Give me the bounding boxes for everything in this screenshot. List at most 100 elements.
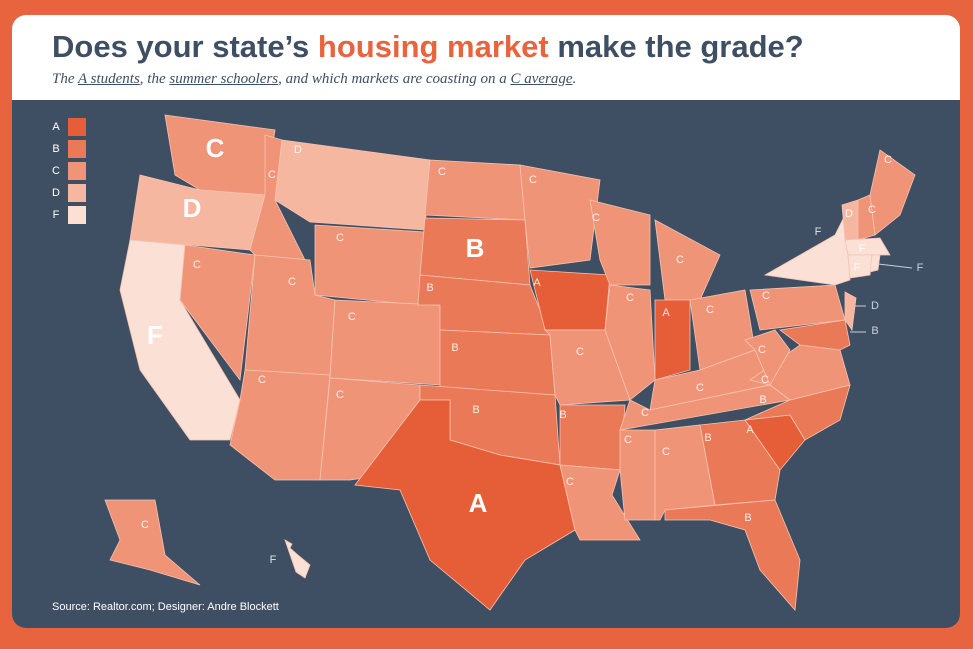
grade-label: B bbox=[871, 325, 878, 337]
grade-label: C bbox=[529, 174, 537, 186]
grade-label: C bbox=[592, 212, 600, 224]
grade-label: C bbox=[348, 311, 356, 323]
legend-swatch bbox=[68, 206, 86, 224]
grade-label: C bbox=[696, 382, 704, 394]
legend-swatch bbox=[68, 184, 86, 202]
state bbox=[439, 329, 556, 396]
grade-label: C bbox=[884, 154, 892, 166]
state bbox=[274, 139, 431, 231]
legend-swatch bbox=[68, 118, 86, 136]
grade-label: C bbox=[141, 519, 149, 531]
state bbox=[841, 199, 859, 241]
grade-label: C bbox=[288, 276, 296, 288]
state bbox=[654, 299, 691, 381]
grade-label: C bbox=[676, 254, 684, 266]
state bbox=[314, 224, 426, 306]
grade-label: C bbox=[758, 344, 766, 356]
title-highlight: housing market bbox=[317, 29, 549, 64]
grade-label: F bbox=[917, 262, 924, 274]
grade-label: C bbox=[576, 346, 584, 358]
grade-label: C bbox=[566, 476, 574, 488]
grade-label: C bbox=[336, 232, 344, 244]
title-text: Does your state’s bbox=[52, 29, 318, 64]
subtitle-link: summer schoolers bbox=[169, 71, 279, 87]
grade-label: F bbox=[815, 226, 822, 238]
grade-label: A bbox=[746, 424, 754, 436]
legend-label: C bbox=[52, 165, 60, 177]
legend-label: F bbox=[53, 209, 60, 221]
grade-label: B bbox=[426, 282, 433, 294]
state bbox=[869, 254, 881, 273]
grade-label: B bbox=[451, 342, 458, 354]
grade-label: C bbox=[868, 204, 876, 216]
grade-label: C bbox=[762, 290, 770, 302]
state bbox=[354, 399, 576, 611]
grade-label: A bbox=[662, 307, 670, 319]
subtitle-text: . bbox=[572, 71, 577, 87]
legend-label: B bbox=[52, 143, 59, 155]
state bbox=[589, 199, 651, 286]
title: Does your state’s housing market make th… bbox=[52, 29, 804, 65]
legend-label: A bbox=[52, 121, 60, 133]
states bbox=[104, 114, 916, 611]
grade-label: C bbox=[761, 374, 769, 386]
state bbox=[559, 404, 626, 471]
grade-label: C bbox=[336, 389, 344, 401]
grade-label: B bbox=[744, 512, 751, 524]
state bbox=[284, 539, 311, 579]
state bbox=[778, 319, 851, 351]
grade-label: C bbox=[662, 446, 670, 458]
state bbox=[619, 429, 656, 521]
legend-swatch bbox=[68, 162, 86, 180]
grade-label: C bbox=[268, 169, 276, 181]
state bbox=[229, 369, 331, 481]
state bbox=[699, 419, 781, 506]
grade-label: C bbox=[706, 304, 714, 316]
subtitle-text: , and which markets are coasting on a bbox=[278, 71, 511, 87]
state bbox=[847, 254, 873, 279]
grade-label: C bbox=[626, 292, 634, 304]
state bbox=[844, 237, 891, 256]
grade-label: B bbox=[466, 233, 485, 263]
grade-label: C bbox=[193, 259, 201, 271]
source: Source: Realtor.com; Designer: Andre Blo… bbox=[52, 601, 279, 613]
state bbox=[179, 244, 256, 382]
state bbox=[763, 213, 851, 286]
legend-label: D bbox=[52, 187, 60, 199]
grade-label: B bbox=[472, 404, 479, 416]
subtitle-text: , the bbox=[139, 71, 170, 87]
grade-label: B bbox=[704, 432, 711, 444]
grade-label: F bbox=[854, 262, 861, 274]
grade-label: D bbox=[294, 144, 302, 156]
state bbox=[664, 499, 801, 611]
grade-label: D bbox=[845, 208, 853, 220]
grade-label: C bbox=[641, 407, 649, 419]
state bbox=[519, 164, 601, 269]
grade-label: D bbox=[183, 193, 202, 223]
grade-label: C bbox=[258, 374, 266, 386]
grade-label: F bbox=[270, 554, 277, 566]
state bbox=[654, 219, 721, 301]
subtitle-text: The bbox=[52, 71, 78, 87]
state bbox=[869, 149, 916, 236]
grade-label: C bbox=[206, 133, 225, 163]
state bbox=[744, 329, 791, 386]
grade-label: B bbox=[759, 394, 766, 406]
subtitle-link: C average bbox=[510, 71, 573, 87]
state bbox=[604, 284, 656, 401]
state bbox=[104, 499, 201, 586]
grade-label: A bbox=[469, 488, 488, 518]
header: Does your state’s housing market make th… bbox=[12, 15, 960, 100]
grade-label: F bbox=[859, 243, 866, 255]
grade-label: C bbox=[624, 434, 632, 446]
state bbox=[844, 291, 857, 332]
legend-swatch bbox=[68, 140, 86, 158]
grade-label: A bbox=[533, 277, 541, 289]
grade-label: F bbox=[147, 320, 163, 350]
title-text: make the grade? bbox=[548, 29, 804, 64]
grade-label: B bbox=[559, 409, 566, 421]
state bbox=[329, 299, 441, 386]
